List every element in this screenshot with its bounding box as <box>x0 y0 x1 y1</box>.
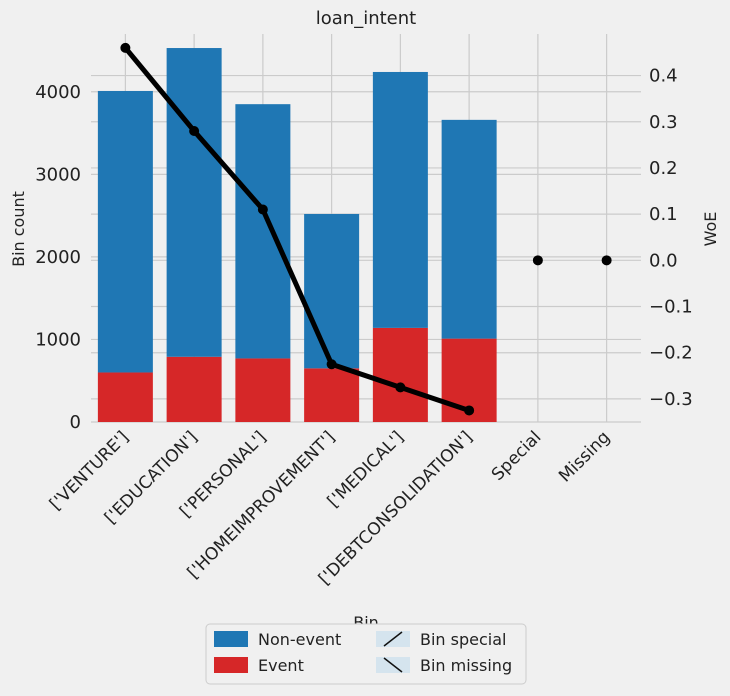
y-tick-label: 3000 <box>35 164 81 185</box>
y2-tick-label: 0.3 <box>649 112 678 133</box>
legend-label: Bin special <box>420 630 506 649</box>
bar-non-event <box>372 71 428 328</box>
woe-point <box>395 382 406 393</box>
bar-event <box>235 358 291 422</box>
chart-title: loan_intent <box>316 8 416 29</box>
legend-box <box>205 623 527 685</box>
bar-non-event <box>441 119 497 339</box>
bar-non-event <box>166 48 222 357</box>
woe-line-layer <box>120 42 612 416</box>
x-tick-label: Special <box>488 427 545 484</box>
bar-non-event <box>97 90 153 373</box>
y-tick-label: 2000 <box>35 247 81 268</box>
y2-tick-label: 0.0 <box>649 250 678 271</box>
y-axis-label: Bin count <box>9 191 28 267</box>
y2-tick-label: 0.1 <box>649 204 678 225</box>
legend-label: Non-event <box>258 630 341 649</box>
legend-swatch <box>214 631 248 647</box>
woe-point <box>464 405 475 416</box>
legend-label: Event <box>258 656 304 675</box>
legend: Non-event Event Bin special Bin missing <box>205 623 527 685</box>
woe-point <box>120 42 131 53</box>
woe-point <box>601 255 612 266</box>
y2-tick-label: −0.1 <box>649 297 693 318</box>
x-tick-label: Missing <box>555 427 614 486</box>
bar-non-event <box>304 213 360 369</box>
x-tick-label: ['HOMEIMPROVEMENT'] <box>184 427 339 582</box>
woe-point <box>189 126 200 136</box>
y2-tick-labels: −0.3 −0.2 −0.1 0.0 0.1 0.2 0.3 0.4 <box>649 66 693 410</box>
woe-point <box>326 359 337 370</box>
y-tick-label: 4000 <box>35 82 81 103</box>
bar-non-event <box>235 104 291 359</box>
woe-point <box>532 255 543 266</box>
bar-event <box>166 356 222 422</box>
legend-hatch-back <box>376 657 410 673</box>
legend-hatch-forward <box>376 631 410 647</box>
legend-label: Bin missing <box>420 656 512 675</box>
bar-event <box>372 327 428 422</box>
legend-swatch <box>214 657 248 673</box>
woe-point <box>257 204 268 215</box>
y2-tick-label: 0.2 <box>649 158 678 179</box>
y2-tick-label: −0.3 <box>649 389 693 410</box>
y2-tick-label: 0.4 <box>649 66 678 87</box>
y2-axis-label: WoE <box>701 212 720 247</box>
y-tick-label: 1000 <box>35 329 81 350</box>
bar-event <box>304 368 360 422</box>
bars <box>97 48 497 422</box>
y-tick-labels: 0 1000 2000 3000 4000 <box>35 82 81 433</box>
woe-line <box>123 46 470 413</box>
y-tick-label: 0 <box>70 412 81 433</box>
x-tick-labels: ['VENTURE']['EDUCATION']['PERSONAL']['HO… <box>46 427 614 589</box>
y2-tick-label: −0.2 <box>649 343 693 364</box>
bar-event <box>97 372 153 422</box>
